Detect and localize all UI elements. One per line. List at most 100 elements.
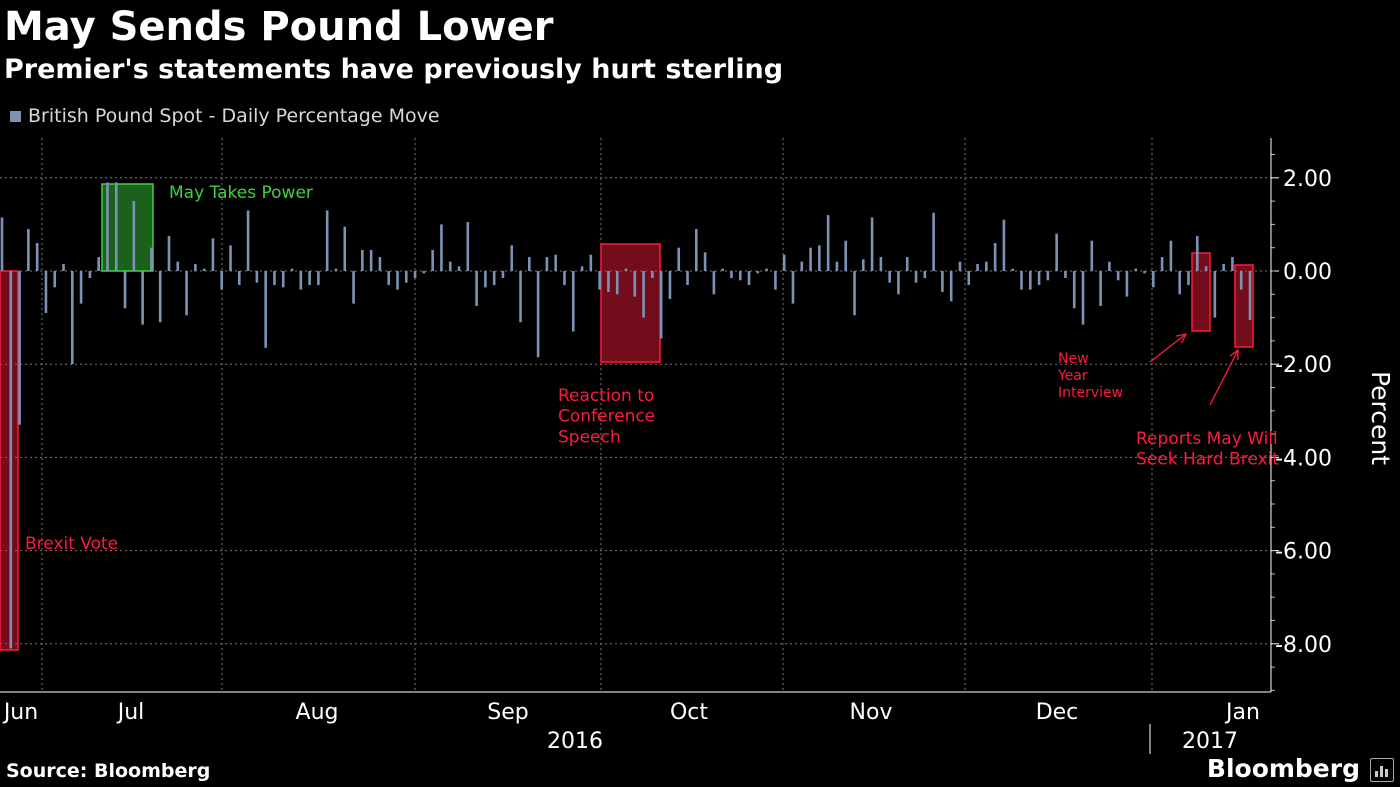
data-bar bbox=[888, 271, 891, 283]
data-bar bbox=[246, 210, 250, 271]
data-bar bbox=[448, 261, 452, 271]
x-tick-label: Dec bbox=[1036, 700, 1079, 725]
data-bar bbox=[923, 271, 927, 278]
data-bar bbox=[1248, 271, 1252, 320]
data-bar bbox=[1081, 271, 1085, 325]
data-bar bbox=[466, 222, 470, 271]
x-tick-label: Jul bbox=[116, 700, 145, 725]
annotation-label: May Takes Power bbox=[169, 183, 313, 203]
data-bar bbox=[905, 257, 909, 271]
data-bar bbox=[308, 271, 311, 285]
data-bar bbox=[958, 261, 962, 271]
data-bar bbox=[536, 271, 540, 358]
data-bar bbox=[1090, 240, 1094, 271]
annotation-label: Brexit Vote bbox=[25, 534, 118, 554]
x-tick-label: Oct bbox=[670, 700, 708, 725]
data-bar bbox=[774, 271, 777, 290]
data-bar bbox=[1011, 268, 1015, 271]
data-bar bbox=[1055, 233, 1058, 271]
annotation-box bbox=[101, 183, 154, 272]
data-bar bbox=[1072, 271, 1076, 309]
data-bar bbox=[1064, 271, 1067, 278]
data-bar bbox=[1125, 271, 1129, 297]
data-bar bbox=[396, 271, 399, 290]
data-bar bbox=[44, 271, 48, 313]
data-bar bbox=[1020, 271, 1023, 290]
data-bar bbox=[712, 271, 716, 295]
data-bar bbox=[62, 264, 65, 271]
data-bar bbox=[0, 217, 4, 271]
data-bar bbox=[563, 271, 566, 285]
data-bar bbox=[554, 254, 557, 271]
data-bar bbox=[361, 250, 364, 271]
data-bar bbox=[229, 245, 232, 271]
data-bar bbox=[413, 271, 417, 278]
data-bar bbox=[369, 250, 373, 271]
data-bar bbox=[800, 261, 804, 271]
data-bar bbox=[132, 201, 136, 271]
data-bar bbox=[985, 261, 988, 271]
data-bar bbox=[519, 271, 522, 323]
data-bar bbox=[1195, 236, 1199, 271]
data-bar bbox=[976, 264, 979, 271]
data-bar bbox=[1152, 271, 1155, 288]
data-bar bbox=[844, 240, 848, 271]
annotation-arrowhead bbox=[1229, 348, 1239, 361]
data-bar bbox=[1002, 219, 1006, 271]
data-bar bbox=[35, 243, 39, 271]
data-bar bbox=[897, 271, 900, 295]
data-bar bbox=[1222, 264, 1225, 271]
data-bar bbox=[782, 254, 786, 271]
data-bar bbox=[501, 271, 505, 278]
data-bar bbox=[422, 271, 426, 274]
data-bar bbox=[545, 257, 549, 271]
data-bar bbox=[431, 250, 434, 271]
data-bar bbox=[158, 271, 162, 323]
annotation-label: New Year Interview bbox=[1057, 351, 1123, 401]
data-bar bbox=[1231, 257, 1234, 271]
source-note: Source: Bloomberg bbox=[6, 760, 211, 782]
annotation-label: Reaction to Conference Speech bbox=[558, 386, 655, 447]
data-bar bbox=[765, 268, 768, 271]
data-bar bbox=[993, 243, 997, 271]
x-tick-label: Jan bbox=[1224, 700, 1260, 725]
data-bar bbox=[879, 257, 883, 271]
x-tick-label: Nov bbox=[850, 700, 893, 725]
data-bar bbox=[194, 264, 197, 271]
data-bar bbox=[1239, 271, 1243, 290]
data-bar bbox=[18, 271, 21, 425]
year-label: 2017 bbox=[1182, 729, 1238, 754]
axes: 2.00 0.00 -2.00 -4.00 -6.00 -8.00 Jun Jul Aug Sep… bbox=[0, 138, 1395, 754]
x-tick-label: Aug bbox=[296, 700, 339, 725]
y-tick-label: -2.00 bbox=[1275, 353, 1332, 378]
data-bar bbox=[1169, 240, 1173, 271]
data-bar bbox=[150, 247, 153, 271]
data-bar bbox=[589, 254, 593, 271]
data-bar bbox=[71, 271, 74, 365]
data-bar bbox=[580, 266, 584, 271]
data-bar bbox=[317, 271, 320, 285]
data-bar bbox=[290, 268, 294, 271]
data-bar bbox=[176, 261, 180, 271]
data-bar bbox=[624, 268, 628, 271]
data-bar bbox=[492, 271, 496, 285]
data-bar bbox=[861, 259, 865, 271]
data-bar bbox=[1108, 261, 1111, 271]
data-bar bbox=[123, 271, 127, 309]
data-bar bbox=[826, 215, 830, 271]
data-bar bbox=[1178, 271, 1181, 295]
data-bar bbox=[1046, 271, 1050, 281]
data-bar bbox=[756, 271, 760, 274]
data-bar bbox=[264, 271, 267, 348]
data-bar bbox=[9, 271, 13, 649]
data-bar bbox=[659, 271, 663, 339]
data-bar bbox=[738, 271, 742, 281]
data-bar bbox=[220, 271, 224, 290]
annotation-arrow bbox=[1149, 333, 1187, 363]
data-bar bbox=[914, 271, 918, 283]
bar-chart-icon bbox=[1370, 758, 1394, 782]
x-tick-label: Jun bbox=[2, 700, 38, 725]
data-bar bbox=[1213, 271, 1217, 318]
data-bar bbox=[334, 268, 338, 271]
annotations: May Takes Power Brexit Vote Reaction to Con… bbox=[25, 183, 1279, 554]
